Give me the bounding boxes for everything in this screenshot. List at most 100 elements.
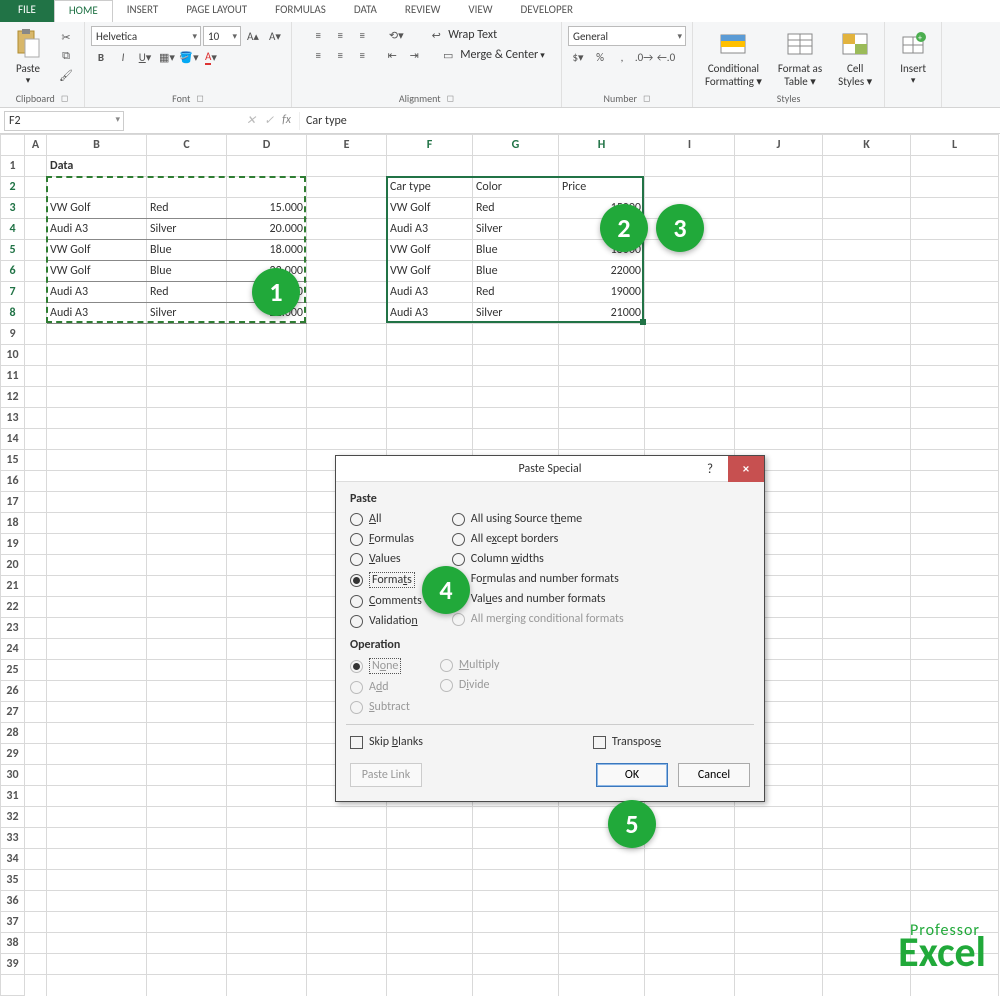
cell-L35[interactable]	[911, 870, 999, 891]
row-header-22[interactable]: 22	[1, 597, 25, 618]
cell-G12[interactable]	[473, 387, 559, 408]
cell-A12[interactable]	[25, 387, 47, 408]
radio-column-widths[interactable]: Column widths	[452, 552, 624, 566]
cell-I14[interactable]	[645, 429, 735, 450]
cell-G34[interactable]	[473, 849, 559, 870]
format-painter-button[interactable]: 🖌	[56, 66, 76, 84]
tab-pagelayout[interactable]: PAGE LAYOUT	[172, 0, 261, 22]
cell-C3[interactable]: Red	[147, 198, 227, 219]
radio-comments[interactable]: Comments	[350, 594, 422, 608]
cell-J32[interactable]	[735, 807, 823, 828]
cell-I6[interactable]	[645, 261, 735, 282]
cell-B8[interactable]: Audi A3	[47, 303, 147, 324]
cell-B19[interactable]	[47, 534, 147, 555]
cell-B11[interactable]	[47, 366, 147, 387]
cell-K18[interactable]	[823, 513, 911, 534]
cell-L9[interactable]	[911, 324, 999, 345]
cell-B1[interactable]: Data	[47, 156, 147, 177]
cell-L4[interactable]	[911, 219, 999, 240]
cell-styles-button[interactable]: Cell Styles ▾	[832, 26, 878, 90]
cell-F2[interactable]: Car type	[387, 177, 473, 198]
cell-B13[interactable]	[47, 408, 147, 429]
row-header-9[interactable]: 9	[1, 324, 25, 345]
radio-values-and-number-formats[interactable]: Values and number formats	[452, 592, 624, 606]
cell-G33[interactable]	[473, 828, 559, 849]
cell-K3[interactable]	[823, 198, 911, 219]
cell-A8[interactable]	[25, 303, 47, 324]
cell-B30[interactable]	[47, 765, 147, 786]
row-header-35[interactable]: 35	[1, 870, 25, 891]
cell-C30[interactable]	[147, 765, 227, 786]
cell-A17[interactable]	[25, 492, 47, 513]
cell-G37[interactable]	[473, 912, 559, 933]
cell-D12[interactable]	[227, 387, 307, 408]
cell-L26[interactable]	[911, 681, 999, 702]
column-header-I[interactable]: I	[645, 135, 735, 156]
cell-H39[interactable]	[559, 954, 645, 975]
cell-A29[interactable]	[25, 744, 47, 765]
cell-K16[interactable]	[823, 471, 911, 492]
cell-K27[interactable]	[823, 702, 911, 723]
cell-F38[interactable]	[387, 933, 473, 954]
cell-J37[interactable]	[735, 912, 823, 933]
cell-L5[interactable]	[911, 240, 999, 261]
paste-button[interactable]: Paste▾	[6, 26, 50, 88]
cell-I13[interactable]	[645, 408, 735, 429]
row-header-39[interactable]: 39	[1, 954, 25, 975]
cell-B14[interactable]	[47, 429, 147, 450]
column-header-C[interactable]: C	[147, 135, 227, 156]
cell-L28[interactable]	[911, 723, 999, 744]
cell-D22[interactable]	[227, 597, 307, 618]
column-header-L[interactable]: L	[911, 135, 999, 156]
row-header-27[interactable]: 27	[1, 702, 25, 723]
cell-I36[interactable]	[645, 891, 735, 912]
cell-J39[interactable]	[735, 954, 823, 975]
cell-F14[interactable]	[387, 429, 473, 450]
cell-J34[interactable]	[735, 849, 823, 870]
cell-J5[interactable]	[735, 240, 823, 261]
cell-C9[interactable]	[147, 324, 227, 345]
cell-A20[interactable]	[25, 555, 47, 576]
cell-D33[interactable]	[227, 828, 307, 849]
cell-D19[interactable]	[227, 534, 307, 555]
align-middle[interactable]: ≡	[330, 26, 350, 44]
cell-G13[interactable]	[473, 408, 559, 429]
row-header-28[interactable]: 28	[1, 723, 25, 744]
font-size-combo[interactable]: 10	[203, 26, 241, 46]
row-header-5[interactable]: 5	[1, 240, 25, 261]
increase-indent[interactable]: ⇥	[404, 46, 424, 64]
cell-D24[interactable]	[227, 639, 307, 660]
cell-L1[interactable]	[911, 156, 999, 177]
radio-values[interactable]: Values	[350, 552, 422, 566]
radio-all[interactable]: All	[350, 512, 422, 526]
cell-B27[interactable]	[47, 702, 147, 723]
number-format-combo[interactable]: General	[568, 26, 686, 46]
cell-K15[interactable]	[823, 450, 911, 471]
row-header-3[interactable]: 3	[1, 198, 25, 219]
cell-C18[interactable]	[147, 513, 227, 534]
cell-L24[interactable]	[911, 639, 999, 660]
cell-D34[interactable]	[227, 849, 307, 870]
cell-C10[interactable]	[147, 345, 227, 366]
align-right[interactable]: ≡	[352, 46, 372, 64]
row-header-2[interactable]: 2	[1, 177, 25, 198]
cell-B36[interactable]	[47, 891, 147, 912]
cell-J14[interactable]	[735, 429, 823, 450]
cell-G4[interactable]: Silver	[473, 219, 559, 240]
cell-C6[interactable]: Blue	[147, 261, 227, 282]
cell-D1[interactable]	[227, 156, 307, 177]
italic-button[interactable]: I	[113, 48, 133, 66]
cell-J38[interactable]	[735, 933, 823, 954]
skip-blanks-checkbox[interactable]: Skip blanks	[350, 735, 423, 749]
cell-E10[interactable]	[307, 345, 387, 366]
row-header-26[interactable]: 26	[1, 681, 25, 702]
cell-H12[interactable]	[559, 387, 645, 408]
decrease-decimals[interactable]: ←.0	[656, 48, 676, 66]
cell-B15[interactable]	[47, 450, 147, 471]
cell-L27[interactable]	[911, 702, 999, 723]
cell-D4[interactable]: 20.000	[227, 219, 307, 240]
cell-A4[interactable]	[25, 219, 47, 240]
cell-D5[interactable]: 18.000	[227, 240, 307, 261]
cell-K1[interactable]	[823, 156, 911, 177]
cell-L22[interactable]	[911, 597, 999, 618]
